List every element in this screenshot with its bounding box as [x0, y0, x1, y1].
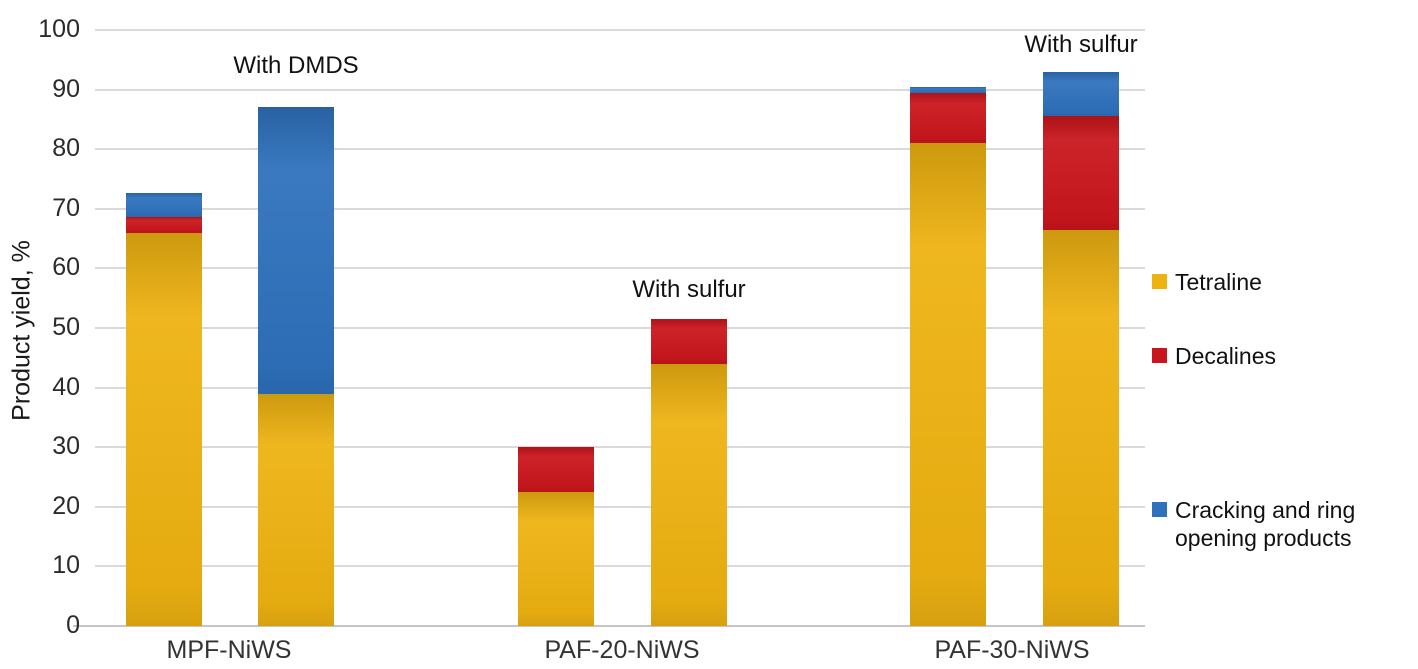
x-category-label-paf-30-niws: PAF-30-NiWS [934, 636, 1090, 664]
bar-3-segment-tetraline [651, 363, 727, 626]
y-tick-label-100: 100 [38, 15, 80, 43]
gridline-y0 [73, 625, 1145, 627]
bar-5-segment-cracking [1043, 71, 1119, 117]
legend-label: Tetraline [1175, 269, 1262, 295]
bar-0-segment-cracking [126, 192, 202, 217]
legend-label: Decalines [1175, 343, 1276, 369]
gridline-y80 [95, 148, 1145, 151]
x-category-label-mpf-niws: MPF-NiWS [166, 636, 292, 664]
bar-annotation-5: With sulfur [1024, 30, 1138, 58]
y-tick-label-80: 80 [52, 134, 80, 163]
legend-item-decalines: Decalines [1152, 342, 1276, 370]
bar-2-segment-decalines [518, 447, 594, 492]
bar-3-segment-decalines [651, 319, 727, 364]
gridline-y60 [95, 267, 1145, 270]
legend-swatch-icon [1152, 274, 1167, 289]
bar-2-segment-tetraline [518, 491, 594, 626]
legend-item-tetraline: Tetraline [1152, 268, 1262, 296]
bar-5-segment-tetraline [1043, 229, 1119, 626]
y-tick-label-0: 0 [66, 611, 80, 639]
bar-4-segment-tetraline [910, 143, 986, 626]
y-tick-label-90: 90 [52, 74, 80, 103]
gridline-y30 [95, 446, 1145, 449]
gridline-y50 [95, 327, 1145, 329]
x-category-label-paf-20-niws: PAF-20-NiWS [544, 636, 700, 664]
bar-annotation-3: With sulfur [632, 276, 746, 304]
gridline-y70 [95, 207, 1145, 210]
bar-4-segment-decalines [910, 92, 986, 144]
y-tick-label-70: 70 [52, 193, 80, 222]
bar-5-segment-decalines [1043, 116, 1119, 230]
y-tick-label-50: 50 [52, 313, 80, 341]
y-tick-label-20: 20 [52, 491, 80, 520]
y-tick-label-60: 60 [52, 253, 80, 282]
legend-swatch-icon [1152, 502, 1167, 517]
y-tick-label-40: 40 [52, 372, 80, 401]
legend-item-cracking: Cracking and ring opening products [1152, 496, 1414, 552]
y-tick-label-30: 30 [52, 432, 80, 461]
bar-1-segment-cracking [258, 107, 334, 394]
gridline-y20 [95, 505, 1145, 508]
bar-4-segment-cracking [910, 86, 986, 93]
bar-annotation-1: With DMDS [233, 52, 359, 80]
legend-label: Cracking and ring opening products [1175, 497, 1356, 551]
gridline-y90 [95, 88, 1145, 91]
gridline-y40 [95, 386, 1145, 389]
bar-1-segment-tetraline [258, 393, 334, 626]
y-tick-label-10: 10 [52, 551, 80, 580]
gridline-y100 [95, 29, 1145, 31]
gridline-y10 [95, 565, 1145, 568]
legend-swatch-icon [1152, 348, 1167, 363]
bar-0-segment-tetraline [126, 232, 202, 626]
bar-0-segment-decalines [126, 216, 202, 233]
